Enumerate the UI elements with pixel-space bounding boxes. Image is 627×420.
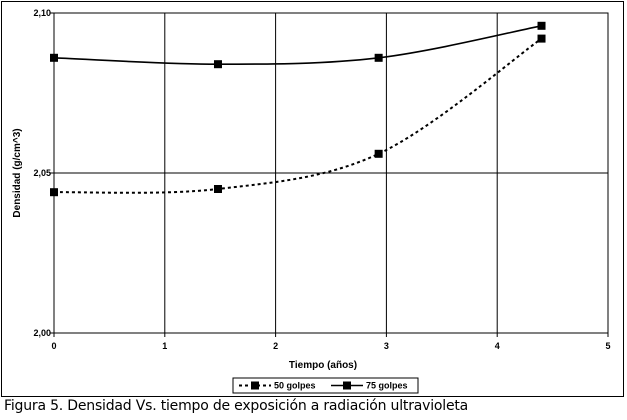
data-point [537,34,546,43]
x-axis-title: Tiempo (años) [289,360,357,371]
x-tick-label: 2 [273,341,278,351]
legend-label: 50 golpes [274,381,316,391]
y-tick-label: 2,00 [33,328,51,338]
series-2 [50,21,546,69]
data-point [537,21,546,30]
series-line [53,25,542,66]
series-1 [50,34,546,197]
data-point [50,188,58,197]
legend-marker [343,381,351,390]
data-point [213,60,222,69]
figure-frame: 0 1 2 3 4 5 2,00 2,05 2,10 Tiempo (años) Densida… [1,1,624,397]
data-point [50,53,58,62]
chart: 0 1 2 3 4 5 2,00 2,05 2,10 Tiempo (años) Densida… [12,8,611,394]
data-point [374,53,383,62]
y-tick-label: 2,05 [33,168,51,178]
y-axis-title: Densidad (g/cm^3) [12,128,23,217]
x-tick-label: 4 [495,341,500,351]
figure-caption: Figura 5. Densidad Vs. tiempo de exposic… [4,398,469,414]
legend-item-1: 50 golpes [239,381,316,391]
x-tick-label: 5 [605,341,610,351]
legend-marker [251,381,259,390]
legend-label: 75 golpes [366,381,408,391]
data-point [374,149,383,158]
x-tick-label: 1 [162,341,167,351]
data-point [213,185,222,193]
series-layer [50,21,546,197]
grid-lines [54,13,608,333]
legend-item-2: 75 golpes [331,381,408,391]
tick-labels: 0 1 2 3 4 5 2,00 2,05 2,10 [33,8,610,351]
x-tick-label: 3 [384,341,389,351]
axes [50,12,609,337]
x-tick-label: 0 [51,341,56,351]
legend: 50 golpes 75 golpes [232,377,419,394]
legend-box [232,377,419,394]
y-tick-label: 2,10 [33,8,51,18]
